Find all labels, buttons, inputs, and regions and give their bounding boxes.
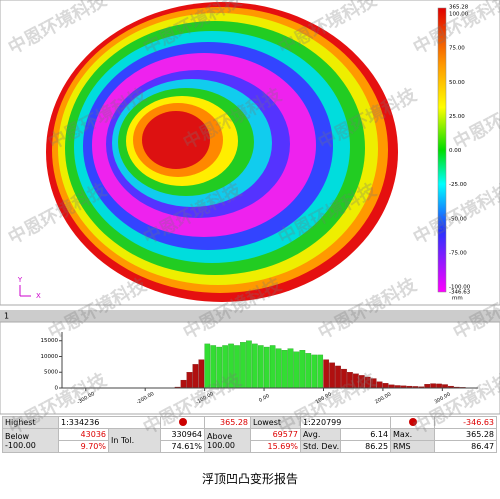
bar [263, 346, 270, 389]
cell: Std. Dev. [300, 440, 342, 453]
colorbar-label: 75.00 [449, 46, 465, 52]
label: Above [207, 431, 233, 441]
cell: 365.28 [204, 416, 252, 429]
bar [287, 348, 294, 389]
x-axis-label: X [36, 292, 41, 300]
marker [390, 416, 436, 429]
y-tick-label: 5000 [44, 370, 58, 376]
bar [204, 343, 211, 389]
bar [240, 342, 246, 389]
cell: Lowest [250, 416, 302, 429]
bar [370, 378, 377, 389]
y-axis-label: Y [17, 276, 23, 284]
colorbar-label: 365.28 [449, 5, 469, 11]
cell: 69577 [250, 428, 302, 441]
bar [275, 348, 282, 389]
cell: Below -100.00 [2, 428, 59, 453]
cell: 86.47 [434, 440, 498, 453]
stats-table: Highest 1:334236 365.28 Lowest 1:220799 … [2, 416, 498, 453]
bar [341, 368, 347, 389]
bar [269, 345, 276, 389]
cell: 330964 [160, 428, 206, 441]
colorbar-unit: mm [452, 296, 463, 302]
x-tick-label: 0.00 [258, 393, 271, 404]
bar [281, 350, 288, 389]
bar [358, 375, 365, 389]
y-tick-label: 0 [55, 386, 59, 392]
colorbar-label: -100.00 [449, 285, 471, 291]
bar [186, 372, 193, 389]
limit: 100.00 [207, 440, 236, 450]
bar [430, 383, 436, 389]
panel-title: 1 [4, 312, 9, 321]
bar [317, 354, 324, 389]
bar [353, 373, 359, 389]
cell: 15.69% [250, 440, 302, 453]
cell: RMS [390, 440, 436, 453]
caption: 浮顶凹凸变形报告 [201, 472, 298, 486]
cell: Avg. [300, 428, 342, 441]
colorbar-label: 25.00 [449, 114, 465, 120]
bar [442, 384, 448, 389]
bar [222, 345, 228, 389]
bar [424, 384, 431, 389]
colorbar-label: -25.00 [449, 182, 467, 188]
limit: -100.00 [5, 440, 36, 450]
cell: 365.28 [434, 428, 498, 441]
bar [347, 372, 353, 389]
bar [216, 346, 223, 389]
label: Below [5, 431, 30, 441]
bar [257, 345, 264, 389]
bar [305, 353, 312, 389]
bar [323, 359, 329, 389]
panel-header [0, 310, 500, 322]
bar [436, 383, 442, 389]
bar [252, 343, 258, 389]
bar [364, 376, 371, 389]
bar [376, 381, 383, 389]
colorbar [437, 7, 447, 293]
cell: 1:220799 [300, 416, 392, 429]
bar [299, 350, 306, 389]
bar [329, 362, 335, 389]
bar [234, 345, 240, 389]
cell: Max. [390, 428, 436, 441]
bar [180, 379, 187, 389]
bar [198, 359, 205, 389]
bar [192, 364, 199, 389]
colorbar-label: 50.00 [449, 80, 465, 86]
colorbar-label: 0.00 [449, 148, 462, 154]
y-tick-label: 15000 [41, 338, 59, 344]
marker [160, 416, 206, 429]
cell: Highest [2, 416, 59, 429]
cell: Above 100.00 [204, 428, 252, 453]
bar [246, 340, 252, 389]
y-tick-label: 10000 [41, 354, 59, 360]
cell: 9.70% [58, 440, 109, 453]
bar [228, 343, 234, 389]
colorbar-label: 100.00 [449, 12, 469, 18]
cell: 6.14 [340, 428, 392, 441]
cell: -346.63 [434, 416, 498, 429]
bar [311, 354, 318, 389]
cell: 86.25 [340, 440, 392, 453]
bar [335, 365, 341, 389]
bar [382, 383, 389, 389]
bar [293, 351, 300, 389]
bar [210, 345, 217, 389]
colorbar-label: -75.00 [449, 250, 467, 256]
colorbar-label: -50.00 [449, 216, 467, 222]
cell: 43036 [58, 428, 109, 441]
colorbar-label: -346.63 [449, 290, 471, 296]
cell: 74.61% [160, 440, 206, 453]
cell: 1:334236 [57, 416, 162, 429]
heatmap: Y X [17, 2, 398, 302]
cell: In Tol. [107, 428, 162, 453]
